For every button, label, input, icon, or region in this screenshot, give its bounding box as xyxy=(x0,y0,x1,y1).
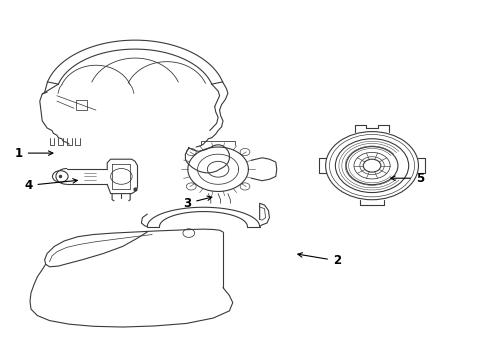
Text: 3: 3 xyxy=(183,196,212,210)
Bar xyxy=(76,100,87,110)
Text: 5: 5 xyxy=(391,172,424,185)
Text: 2: 2 xyxy=(298,253,341,267)
Text: 1: 1 xyxy=(15,147,53,159)
Text: 4: 4 xyxy=(24,179,77,192)
